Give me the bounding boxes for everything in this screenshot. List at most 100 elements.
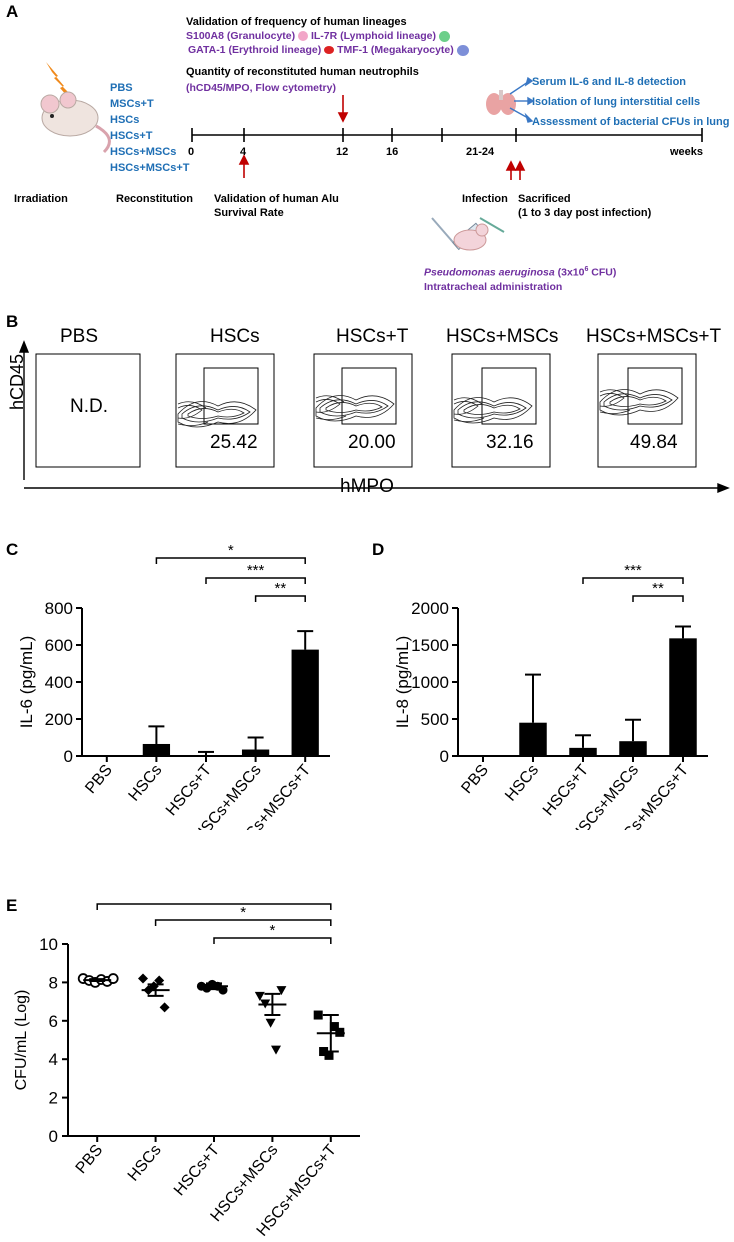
megakaryocyte-icon	[456, 44, 469, 56]
flow-plot-hscs-t	[313, 353, 413, 468]
bar-2	[569, 747, 597, 756]
y-tick-label-1: 500	[421, 710, 449, 729]
x-tick-label-2: HSCs+T	[171, 1141, 223, 1199]
sig-bracket-1	[154, 919, 332, 926]
flow-x-label: hMPO	[340, 476, 394, 497]
flow-axes	[18, 340, 730, 494]
point-4-0	[313, 1010, 323, 1020]
lineage-line-1: S100A8 (Granulocyte) IL-7R (Lymphoid lin…	[186, 30, 450, 42]
y-tick-label-1: 200	[45, 710, 73, 729]
point-3-3	[271, 1045, 281, 1055]
label-post-infection: (1 to 3 day post infection)	[518, 207, 652, 219]
endpoint-cfu: Assessment of bacterial CFUs in lung	[532, 116, 730, 128]
pathogen-dose-exp: 6	[584, 266, 589, 273]
y-tick-label-3: 1500	[411, 636, 449, 655]
sig-bracket-2	[254, 595, 306, 602]
flow-value-hscs: 25.42	[210, 432, 258, 453]
red-arrows	[238, 95, 526, 180]
contour-hscs-mscs	[453, 397, 533, 424]
sig-bracket-0-label: ***	[624, 562, 642, 579]
flow-value-pbs: N.D.	[70, 396, 108, 417]
gate-hscs-mscs	[481, 367, 537, 425]
y-tick-label-2: 4	[49, 1050, 58, 1069]
sig-bracket-0-label: *	[228, 542, 234, 559]
gate-hscs	[203, 367, 259, 425]
label-validation-alu: Validation of human Alu	[214, 193, 339, 205]
point-4-3	[329, 1022, 339, 1032]
flow-title-pbs: PBS	[60, 326, 99, 347]
contour-hscs	[177, 401, 257, 428]
y-tick-label-4: 800	[45, 599, 73, 618]
pathogen-dose-b: CFU)	[588, 266, 617, 279]
sig-bracket-1	[632, 595, 684, 602]
label-reconstitution: Reconstitution	[116, 193, 193, 205]
bar-3	[619, 741, 647, 756]
endpoint-arrows	[509, 76, 535, 123]
endpoint-il: Serum IL-6 and IL-8 detection	[532, 76, 687, 88]
lineage-validation-title: Validation of frequency of human lineage…	[186, 16, 407, 28]
pathogen-name: Pseudomonas aeruginosa	[424, 266, 555, 279]
point-3-2	[265, 1018, 276, 1028]
sig-bracket-1-label: *	[240, 904, 246, 921]
point-3-0	[254, 991, 265, 1001]
lineage-s100a8: S100A8 (Granulocyte)	[186, 30, 296, 42]
neutrophil-quantity-title: Quantity of reconstituted human neutroph…	[186, 66, 419, 78]
sig-bracket-1-label: **	[652, 580, 664, 597]
flow-y-label: hCD45	[7, 353, 27, 410]
y-axis-title: IL-8 (pg/mL)	[393, 636, 412, 729]
mouse-icon	[40, 91, 111, 154]
flow-title-hscs-t: HSCs+T	[336, 326, 409, 347]
timeline-axis	[191, 128, 703, 142]
group-hscs: HSCs	[110, 114, 140, 126]
panel-a-letter: A	[6, 2, 19, 21]
sig-bracket-2-label: **	[275, 580, 287, 597]
flow-plot-hscs-mscs	[451, 353, 551, 468]
sig-bracket-1	[205, 577, 306, 584]
y-tick-label-1: 2	[49, 1089, 58, 1108]
label-irradiation: Irradiation	[14, 193, 68, 205]
point-2-4	[218, 985, 228, 995]
y-tick-label-4: 2000	[411, 599, 449, 618]
group-mscs-t: MSCs+T	[110, 98, 154, 110]
y-tick-label-5: 10	[39, 935, 58, 954]
y-axis-title: CFU/mL (Log)	[13, 990, 30, 1091]
label-infection: Infection	[462, 193, 508, 205]
bar-3	[241, 749, 270, 756]
lineage-il7r: IL-7R (Lymphoid lineage)	[310, 30, 436, 42]
timeline-diagram	[40, 62, 703, 251]
panel-b-letter: B	[6, 312, 19, 331]
pathogen-line: Pseudomonas aeruginosa (3x106 CFU)	[424, 266, 616, 279]
label-sacrificed: Sacrificed	[518, 193, 571, 205]
y-axis-title: IL-6 (pg/mL)	[17, 636, 36, 729]
intratracheal-syringe-icon	[431, 217, 505, 251]
point-1-4	[159, 1002, 170, 1013]
bar-4	[669, 638, 697, 756]
tick-4: 4	[240, 146, 247, 158]
flow-plot-hscs-mscs-t	[597, 353, 697, 468]
neutrophil-quantity-method: (hCD45/MPO, Flow cytometry)	[186, 82, 336, 94]
tick-12: 12	[336, 146, 349, 158]
point-0-5	[107, 973, 119, 984]
y-tick-label-0: 0	[49, 1127, 58, 1146]
group-pbs: PBS	[110, 82, 133, 94]
x-tick-label-1: HSCs	[125, 1142, 165, 1185]
flow-value-hscs-mscs: 32.16	[486, 432, 534, 453]
sig-bracket-0	[155, 557, 306, 564]
lymphoid-cell-icon	[438, 30, 450, 42]
panel-d-letter: D	[372, 540, 385, 559]
y-tick-label-2: 400	[45, 673, 73, 692]
x-tick-label-1: HSCs	[126, 762, 166, 805]
bar-4	[291, 649, 319, 756]
flow-value-hscs-t: 20.00	[348, 432, 396, 453]
y-tick-label-4: 8	[49, 973, 58, 992]
point-3-4	[276, 986, 287, 996]
tick-weeks: weeks	[670, 146, 704, 158]
flow-plot-hscs	[175, 353, 275, 468]
lineage-tmf1: TMF-1 (Megakaryocyte)	[337, 44, 454, 56]
point-1-0	[138, 973, 148, 984]
x-tick-label-2: HSCs+T	[163, 761, 215, 819]
contour-hscs-t	[315, 395, 395, 422]
panel-c-letter: C	[6, 540, 19, 559]
sig-bracket-0	[96, 903, 332, 910]
